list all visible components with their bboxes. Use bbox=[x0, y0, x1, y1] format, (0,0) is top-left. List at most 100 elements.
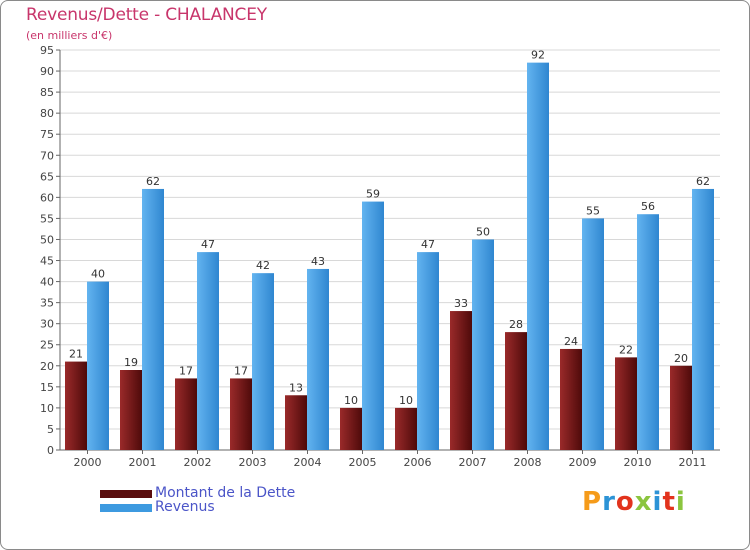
data-label-dette-2004: 13 bbox=[289, 381, 303, 394]
chart-title: Revenus/Dette - CHALANCEY bbox=[26, 5, 267, 25]
bar-revenus-2007 bbox=[472, 239, 494, 450]
logo-letter: x bbox=[634, 487, 653, 517]
bar-dette-2007 bbox=[450, 311, 472, 450]
y-tick-label: 85 bbox=[40, 86, 54, 99]
logo-letter: r bbox=[602, 487, 616, 517]
y-tick-label: 35 bbox=[40, 297, 54, 310]
data-label-revenus-2008: 92 bbox=[531, 49, 545, 62]
bar-revenus-2001 bbox=[142, 188, 164, 450]
legend-swatch-dette bbox=[100, 490, 152, 498]
x-tick-label-2006: 2006 bbox=[404, 456, 432, 469]
x-tick-label-2000: 2000 bbox=[74, 456, 102, 469]
bar-dette-2000 bbox=[65, 361, 87, 450]
data-label-dette-2002: 17 bbox=[179, 364, 193, 377]
x-tick-label-2003: 2003 bbox=[239, 456, 267, 469]
bar-revenus-2003 bbox=[252, 273, 274, 450]
y-tick-label: 75 bbox=[40, 128, 54, 141]
data-label-revenus-2010: 56 bbox=[641, 200, 655, 213]
bar-dette-2001 bbox=[120, 370, 142, 450]
legend-item-dette: Montant de la Dette bbox=[100, 485, 420, 502]
grid-lines bbox=[60, 49, 720, 451]
data-label-revenus-2003: 42 bbox=[256, 259, 270, 272]
logo-letter: t bbox=[662, 487, 676, 517]
proxiti-logo: Proxiti bbox=[582, 487, 686, 517]
y-tick-label: 5 bbox=[47, 423, 54, 436]
data-label-dette-2006: 10 bbox=[399, 394, 413, 407]
y-tick-label: 55 bbox=[40, 212, 54, 225]
data-label-dette-2003: 17 bbox=[234, 364, 248, 377]
logo-letter: i bbox=[652, 487, 663, 517]
bar-dette-2004 bbox=[285, 395, 307, 450]
data-label-dette-2008: 28 bbox=[509, 318, 523, 331]
data-labels: 21 40 19 62 17 47 17 42 13 43 10 59 10 47 33 50 28 92 24 55… bbox=[69, 49, 710, 407]
data-label-revenus-2001: 62 bbox=[146, 175, 160, 188]
bar-revenus-2004 bbox=[307, 268, 329, 450]
data-label-dette-2001: 19 bbox=[124, 356, 138, 369]
y-tick-label: 40 bbox=[40, 276, 54, 289]
bar-revenus-2011 bbox=[692, 188, 714, 450]
data-label-revenus-2005: 59 bbox=[366, 188, 380, 201]
y-tick-label: 80 bbox=[40, 107, 54, 120]
bar-revenus-2005 bbox=[362, 201, 384, 450]
logo-letter: i bbox=[675, 487, 686, 517]
data-label-dette-2011: 20 bbox=[674, 352, 688, 365]
bar-revenus-2002 bbox=[197, 252, 219, 450]
y-tick-label: 50 bbox=[40, 233, 54, 246]
y-tick-label: 30 bbox=[40, 318, 54, 331]
data-label-dette-2009: 24 bbox=[564, 335, 578, 348]
y-tick-label: 65 bbox=[40, 170, 54, 183]
x-tick-label-2004: 2004 bbox=[294, 456, 322, 469]
chart-subtitle: (en milliers d'€) bbox=[26, 29, 113, 42]
y-tick-label: 70 bbox=[40, 149, 54, 162]
bar-revenus-2000 bbox=[87, 281, 109, 450]
x-tick-label-2007: 2007 bbox=[459, 456, 487, 469]
data-label-revenus-2000: 40 bbox=[91, 268, 105, 281]
data-label-dette-2007: 33 bbox=[454, 297, 468, 310]
data-label-revenus-2007: 50 bbox=[476, 225, 490, 238]
data-label-revenus-2011: 62 bbox=[696, 175, 710, 188]
bar-dette-2009 bbox=[560, 348, 582, 450]
y-tick-label: 60 bbox=[40, 191, 54, 204]
x-tick-label-2011: 2011 bbox=[679, 456, 707, 469]
x-tick-label-2005: 2005 bbox=[349, 456, 377, 469]
y-tick-label: 15 bbox=[40, 381, 54, 394]
logo-letter: P bbox=[582, 487, 603, 517]
bar-revenus-2010 bbox=[637, 214, 659, 450]
y-tick-label: 45 bbox=[40, 255, 54, 268]
bar-dette-2005 bbox=[340, 407, 362, 450]
x-tick-label-2010: 2010 bbox=[624, 456, 652, 469]
data-label-revenus-2002: 47 bbox=[201, 238, 215, 251]
y-tick-label: 0 bbox=[47, 444, 54, 457]
legend-item-revenus: Revenus bbox=[100, 499, 420, 516]
x-tick-label-2001: 2001 bbox=[129, 456, 157, 469]
x-tick-label-2002: 2002 bbox=[184, 456, 212, 469]
data-label-revenus-2006: 47 bbox=[421, 238, 435, 251]
legend-label-dette: Montant de la Dette bbox=[155, 485, 296, 501]
bar-dette-2010 bbox=[615, 357, 637, 450]
y-tick-label: 20 bbox=[40, 360, 54, 373]
bars bbox=[65, 62, 714, 450]
data-label-revenus-2009: 55 bbox=[586, 204, 600, 217]
bar-dette-2008 bbox=[505, 332, 527, 450]
data-label-dette-2000: 21 bbox=[69, 348, 83, 361]
bar-dette-2011 bbox=[670, 365, 692, 450]
bar-dette-2002 bbox=[175, 378, 197, 450]
legend-label-revenus: Revenus bbox=[155, 499, 215, 515]
logo-letter: o bbox=[615, 487, 635, 517]
y-tick-label: 25 bbox=[40, 339, 54, 352]
axes: 0 5 10 15 20 25 30 35 40 45 50 55 60 65 70 75 80 85 90 95 20… bbox=[40, 44, 720, 469]
bar-revenus-2009 bbox=[582, 218, 604, 450]
legend-swatch-revenus bbox=[100, 504, 152, 512]
y-tick-label: 10 bbox=[40, 402, 54, 415]
x-tick-label-2008: 2008 bbox=[514, 456, 542, 469]
x-tick-label-2009: 2009 bbox=[569, 456, 597, 469]
y-tick-label: 95 bbox=[40, 44, 54, 57]
data-label-dette-2005: 10 bbox=[344, 394, 358, 407]
data-label-revenus-2004: 43 bbox=[311, 255, 325, 268]
bar-revenus-2006 bbox=[417, 252, 439, 450]
y-tick-label: 90 bbox=[40, 65, 54, 78]
bar-dette-2006 bbox=[395, 407, 417, 450]
bar-dette-2003 bbox=[230, 378, 252, 450]
data-label-dette-2010: 22 bbox=[619, 343, 633, 356]
